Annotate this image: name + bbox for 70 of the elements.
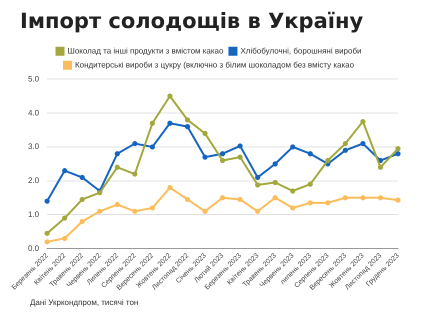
chart-title: Імпорт солодощів в Україну [20,9,364,34]
point [132,140,138,146]
point [325,200,330,206]
point [395,146,401,152]
point [202,154,208,160]
y-tick-label: 3.0 [28,142,40,152]
y-tick-label: 2.0 [28,176,40,186]
point [114,151,120,156]
point [238,154,243,160]
point [62,215,68,221]
point [378,164,384,170]
point [360,195,366,200]
point [325,158,330,164]
point [308,182,313,187]
point [342,140,348,146]
point [114,164,120,170]
text: Дані Укркондпром, тисячі тон [30,298,138,307]
point [290,188,296,194]
point [308,151,313,156]
point [272,161,278,166]
point [184,196,190,202]
point [395,151,401,156]
point [220,195,226,200]
point [150,120,155,126]
point [238,196,243,202]
point [342,195,348,200]
point [360,140,366,146]
point [44,198,50,204]
legend-label: Хлібобулочні, борошняні вироби [240,46,362,56]
point [62,236,68,242]
point [167,185,173,190]
point [80,218,85,224]
point [255,174,260,180]
point [395,198,401,203]
point [167,120,173,126]
point [220,151,226,156]
y-tick-label: 1.0 [28,210,40,219]
y-tick-label: 0.0 [28,244,40,253]
point [80,196,85,202]
y-tick-label: 5.0 [28,74,40,84]
y-tick-label: 4.0 [28,108,40,118]
point [62,168,68,174]
point [150,144,155,150]
point [290,205,296,211]
point [114,202,120,208]
point [167,94,173,99]
point [44,230,50,236]
point [342,148,348,153]
point [202,130,208,136]
point [255,182,260,188]
point [238,143,243,149]
point [272,180,278,186]
point [97,208,102,214]
point [132,208,138,214]
point [184,124,190,130]
point [308,200,313,206]
point [290,144,296,150]
point [132,171,138,177]
point [80,174,85,180]
legend-label: Кондитерські вироби з цукру (включно з білим шоколадом без вмісту какао [74,60,355,70]
point [44,239,50,244]
point [272,195,278,200]
point [202,208,208,214]
point [184,117,190,122]
legend-label: Шоколад та інші продукти з вмістом какао [67,46,224,56]
point [150,205,155,211]
point [255,208,260,214]
point [360,118,366,124]
point [378,195,384,200]
point [220,158,226,164]
